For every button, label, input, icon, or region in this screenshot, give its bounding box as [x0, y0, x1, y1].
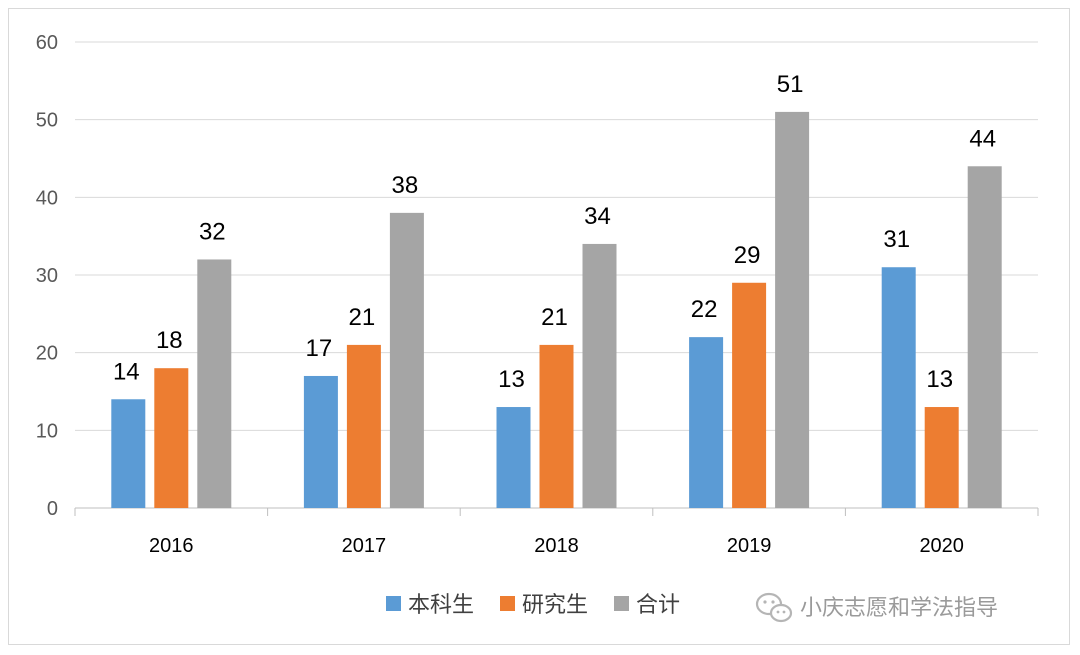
data-label: 21 — [541, 304, 568, 331]
bar-2018-0 — [496, 407, 531, 508]
y-tick-label: 50 — [36, 110, 58, 132]
x-axis: 2016 2017 2018 2019 2020 — [74, 508, 1039, 557]
bar-2016-0 — [111, 399, 146, 508]
data-label: 18 — [156, 327, 183, 354]
data-label: 14 — [113, 358, 140, 385]
data-label: 29 — [734, 242, 761, 269]
y-tick-label: 10 — [36, 420, 58, 442]
x-tick-label: 2019 — [727, 535, 772, 557]
bar-2019-1 — [732, 282, 767, 508]
data-label: 31 — [883, 226, 910, 253]
legend-swatch — [614, 596, 629, 611]
y-tick-label: 60 — [36, 32, 58, 54]
data-label: 17 — [306, 335, 333, 362]
bar-2020-0 — [881, 267, 916, 508]
bar-2016-1 — [154, 368, 189, 508]
x-tick-label: 2018 — [534, 535, 579, 557]
y-axis: 0 10 20 30 40 50 60 — [36, 32, 58, 520]
bar-2020-2 — [967, 166, 1002, 508]
data-label: 13 — [926, 366, 953, 393]
bar-2018-1 — [539, 344, 574, 508]
data-label: 44 — [969, 125, 996, 152]
x-tick-label: 2016 — [149, 535, 194, 557]
watermark-text: 小庆志愿和学法指导 — [800, 596, 998, 621]
gridlines — [75, 41, 1038, 509]
bar-2019-0 — [689, 337, 724, 508]
legend-swatch — [386, 596, 401, 611]
legend-label: 合计 — [636, 593, 680, 618]
bar-2018-2 — [582, 243, 617, 508]
bar-2017-2 — [389, 212, 424, 508]
bar-2017-0 — [303, 375, 338, 508]
data-label: 21 — [349, 304, 376, 331]
data-label: 38 — [392, 172, 419, 199]
y-tick-label: 0 — [47, 498, 58, 520]
legend: 本科生 研究生 合计 — [386, 593, 680, 618]
bar-2020-1 — [924, 407, 959, 508]
data-label: 22 — [691, 296, 718, 323]
data-labels: 14 18 32 17 21 38 13 21 34 22 29 51 31 13 44 — [113, 71, 996, 393]
legend-label: 本科生 — [408, 593, 474, 618]
x-tick-label: 2017 — [342, 535, 387, 557]
bar-2017-1 — [346, 344, 381, 508]
x-tick-label: 2020 — [919, 535, 964, 557]
wechat-icon — [755, 592, 793, 623]
data-label: 13 — [498, 366, 525, 393]
y-tick-label: 20 — [36, 343, 58, 365]
data-label: 32 — [199, 218, 226, 245]
data-label: 34 — [584, 203, 611, 230]
data-label: 51 — [777, 71, 804, 98]
watermark: 小庆志愿和学法指导 — [755, 592, 998, 623]
bars — [111, 111, 1002, 509]
y-tick-label: 40 — [36, 187, 58, 209]
y-tick-label: 30 — [36, 265, 58, 287]
legend-swatch — [500, 596, 515, 611]
legend-label: 研究生 — [522, 593, 588, 618]
bar-2019-2 — [775, 111, 810, 509]
bar-2016-2 — [197, 259, 232, 508]
